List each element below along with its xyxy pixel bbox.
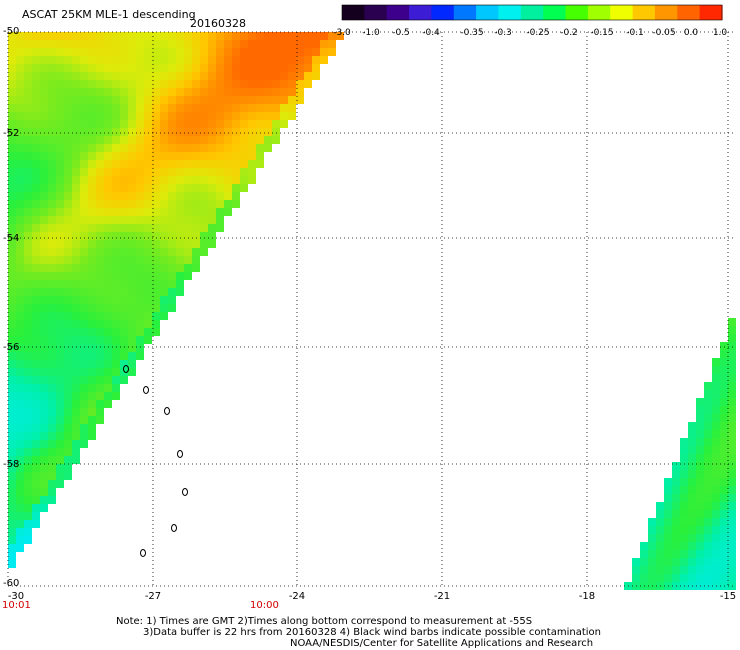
time-label: 10:01: [2, 600, 31, 611]
lon-label: -18: [578, 591, 596, 602]
island-outline: [143, 386, 149, 394]
colorbar-tick: -0.2: [560, 28, 578, 38]
lat-label: -56: [3, 342, 20, 353]
time-label: 10:00: [250, 600, 279, 611]
colorbar: [341, 4, 723, 21]
product-date: 20160328: [190, 17, 246, 30]
island-outlines: [123, 365, 188, 557]
colorbar-tick: -0.15: [590, 28, 614, 38]
colorbar-segment: [699, 5, 723, 20]
lat-label: -50: [3, 26, 20, 37]
colorbar-segment: [677, 5, 701, 20]
island-outline: [123, 365, 129, 373]
colorbar-segment: [610, 5, 634, 20]
lat-label: -52: [3, 128, 20, 139]
colorbar-tick: 1.0: [712, 28, 728, 38]
colorbar-tick: -0.3: [494, 28, 512, 38]
colorbar-segment: [364, 5, 388, 20]
colorbar-segment: [409, 5, 433, 20]
colorbar-tick: 0.0: [683, 28, 699, 38]
product-title: ASCAT 25KM MLE-1 descending: [22, 8, 196, 21]
island-outline: [182, 488, 188, 496]
colorbar-segment: [543, 5, 567, 20]
note-line-1: Note: 1) Times are GMT 2)Times along bot…: [116, 616, 533, 627]
colorbar-segment: [654, 5, 678, 20]
note-line-2: 3)Data buffer is 22 hrs from 20160328 4)…: [143, 627, 601, 638]
lon-label: -27: [144, 591, 162, 602]
lat-label: -54: [3, 233, 20, 244]
island-outline: [171, 524, 177, 532]
lat-lon-grid: [7, 31, 735, 587]
island-outline: [177, 450, 183, 458]
colorbar-tick: -1.0: [362, 28, 380, 38]
colorbar-segment: [453, 5, 477, 20]
colorbar-tick: -0.25: [526, 28, 550, 38]
colorbar-segment: [498, 5, 522, 20]
colorbar-tick: -0.4: [422, 28, 440, 38]
colorbar-segment: [587, 5, 611, 20]
colorbar-segment: [565, 5, 589, 20]
lon-label: -30: [7, 591, 25, 602]
lon-label: -24: [288, 591, 306, 602]
island-outline: [140, 549, 146, 557]
island-outline: [164, 407, 170, 415]
lon-label: -21: [433, 591, 451, 602]
lon-label: -15: [719, 591, 737, 602]
colorbar-segment: [476, 5, 500, 20]
colorbar-tick: -0.05: [652, 28, 676, 38]
note-line-3: NOAA/NESDIS/Center for Satellite Applica…: [290, 638, 594, 649]
lat-label: -58: [3, 459, 20, 470]
colorbar-tick: -0.35: [460, 28, 484, 38]
lat-label: -60: [3, 578, 20, 589]
colorbar-tick: -3.0: [333, 28, 351, 38]
colorbar-segment: [632, 5, 656, 20]
colorbar-tick: -0.5: [392, 28, 410, 38]
colorbar-segment: [520, 5, 544, 20]
colorbar-segment: [431, 5, 455, 20]
colorbar-tick: -0.1: [626, 28, 644, 38]
colorbar-segment: [386, 5, 410, 20]
swath-data: [8, 32, 736, 590]
colorbar-segment: [342, 5, 365, 20]
